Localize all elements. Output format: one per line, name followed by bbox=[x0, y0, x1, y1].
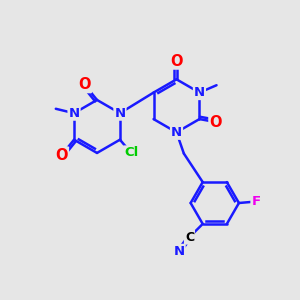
Text: O: O bbox=[78, 77, 91, 92]
Text: N: N bbox=[174, 245, 185, 258]
Text: C: C bbox=[185, 231, 194, 244]
Text: F: F bbox=[251, 195, 261, 208]
Text: N: N bbox=[114, 107, 125, 120]
Text: N: N bbox=[194, 86, 205, 99]
Text: O: O bbox=[209, 115, 222, 130]
Text: N: N bbox=[171, 126, 182, 139]
Text: Cl: Cl bbox=[124, 146, 138, 159]
Text: N: N bbox=[68, 107, 80, 120]
Text: O: O bbox=[56, 148, 68, 163]
Text: O: O bbox=[170, 54, 183, 69]
